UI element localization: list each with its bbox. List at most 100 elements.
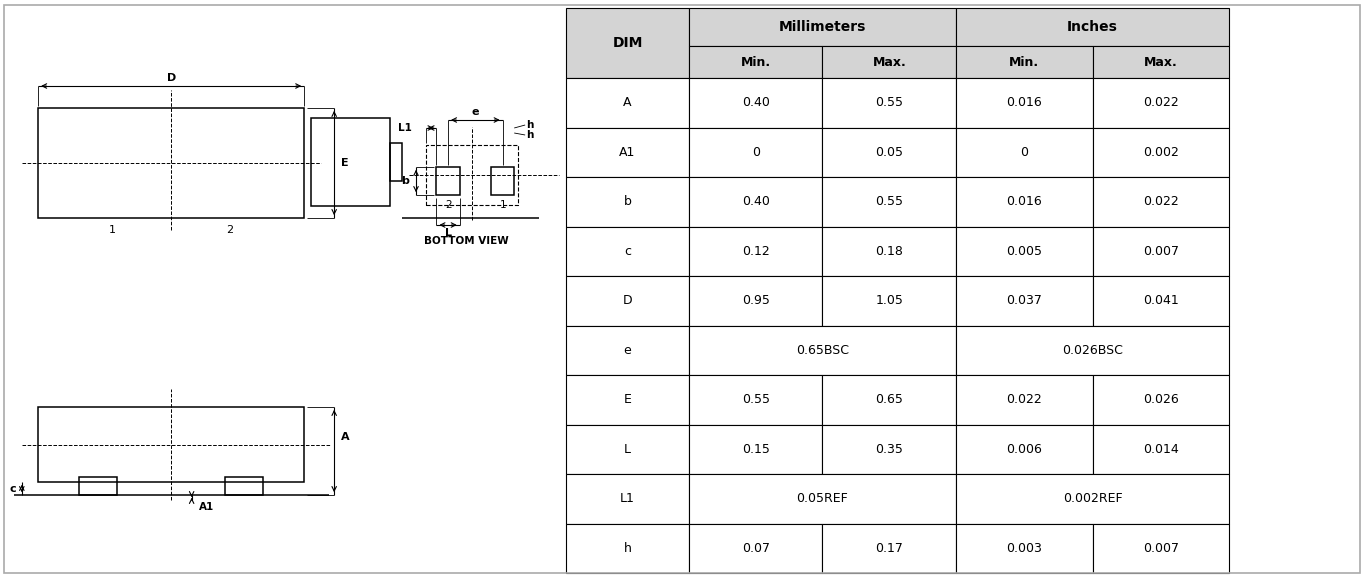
Text: 0.12: 0.12 xyxy=(742,244,769,258)
Text: 0.022: 0.022 xyxy=(1143,97,1178,109)
Bar xyxy=(1093,276,1229,325)
Bar xyxy=(689,177,822,227)
Bar xyxy=(566,325,689,375)
Text: 0.014: 0.014 xyxy=(1143,443,1178,455)
Bar xyxy=(566,524,689,573)
Text: L: L xyxy=(445,228,451,238)
Bar xyxy=(822,375,956,424)
Bar xyxy=(956,78,1093,128)
Text: c: c xyxy=(623,244,632,258)
Bar xyxy=(1093,424,1229,474)
Text: b: b xyxy=(623,195,632,208)
Text: A: A xyxy=(341,432,349,442)
Text: e: e xyxy=(472,107,479,117)
Text: E: E xyxy=(341,158,349,168)
Bar xyxy=(822,78,956,128)
Text: E: E xyxy=(623,393,632,406)
Bar xyxy=(689,227,822,276)
Text: 0.007: 0.007 xyxy=(1143,244,1178,258)
Text: h: h xyxy=(527,120,533,130)
Bar xyxy=(1093,46,1229,78)
Bar xyxy=(689,276,822,325)
Text: 1.05: 1.05 xyxy=(876,294,903,307)
Bar xyxy=(689,325,956,375)
Text: e: e xyxy=(623,344,632,357)
Bar xyxy=(956,474,1229,524)
Bar xyxy=(491,167,514,195)
Text: b: b xyxy=(401,176,409,186)
Text: 0: 0 xyxy=(752,146,760,159)
Text: 0.026BSC: 0.026BSC xyxy=(1063,344,1123,357)
Bar xyxy=(566,227,689,276)
Bar xyxy=(689,78,822,128)
Bar xyxy=(822,227,956,276)
Text: Max.: Max. xyxy=(873,55,906,69)
Text: 0.022: 0.022 xyxy=(1143,195,1178,208)
Text: L1: L1 xyxy=(621,492,634,505)
Bar xyxy=(956,276,1093,325)
Bar xyxy=(822,46,956,78)
Bar xyxy=(822,424,956,474)
Text: 0.005: 0.005 xyxy=(1007,244,1042,258)
Bar xyxy=(822,524,956,573)
Bar xyxy=(1093,375,1229,424)
Bar xyxy=(689,524,822,573)
Bar xyxy=(956,325,1229,375)
Bar xyxy=(225,477,263,495)
Bar xyxy=(822,177,956,227)
Text: 0.40: 0.40 xyxy=(742,195,769,208)
Bar xyxy=(566,128,689,177)
Bar xyxy=(1093,227,1229,276)
Text: L1: L1 xyxy=(398,123,412,133)
Bar xyxy=(38,108,304,218)
Text: D: D xyxy=(622,294,633,307)
Bar xyxy=(79,477,117,495)
Text: Max.: Max. xyxy=(1144,55,1177,69)
Text: 0.003: 0.003 xyxy=(1007,542,1042,555)
Text: 0.05: 0.05 xyxy=(876,146,903,159)
Text: 0.002REF: 0.002REF xyxy=(1063,492,1123,505)
Text: D: D xyxy=(166,73,176,83)
Bar xyxy=(956,128,1093,177)
Bar xyxy=(689,8,956,46)
Bar xyxy=(689,424,822,474)
Text: BOTTOM VIEW: BOTTOM VIEW xyxy=(424,236,509,246)
Text: 0.05REF: 0.05REF xyxy=(797,492,848,505)
Text: Inches: Inches xyxy=(1067,20,1118,34)
Text: A1: A1 xyxy=(199,502,214,512)
Bar xyxy=(566,276,689,325)
Bar xyxy=(566,177,689,227)
Text: 0.026: 0.026 xyxy=(1143,393,1178,406)
Bar xyxy=(956,227,1093,276)
Bar xyxy=(38,407,304,482)
Text: 0.002: 0.002 xyxy=(1143,146,1178,159)
Bar xyxy=(956,177,1093,227)
Text: h: h xyxy=(527,130,533,140)
Text: 0.007: 0.007 xyxy=(1143,542,1178,555)
Bar xyxy=(566,424,689,474)
Text: Millimeters: Millimeters xyxy=(779,20,866,34)
Text: Min.: Min. xyxy=(1009,55,1039,69)
Text: 0.037: 0.037 xyxy=(1007,294,1042,307)
Bar xyxy=(956,8,1229,46)
Text: 0.65BSC: 0.65BSC xyxy=(797,344,848,357)
Text: 0.15: 0.15 xyxy=(742,443,769,455)
Bar xyxy=(311,118,390,206)
Text: 0.95: 0.95 xyxy=(742,294,769,307)
Text: 1: 1 xyxy=(109,225,116,235)
Text: 0: 0 xyxy=(1020,146,1028,159)
Bar xyxy=(1093,524,1229,573)
Text: 0.17: 0.17 xyxy=(876,542,903,555)
Bar xyxy=(566,474,689,524)
Bar xyxy=(436,167,460,195)
Text: 0.016: 0.016 xyxy=(1007,97,1042,109)
Bar xyxy=(689,46,822,78)
Bar xyxy=(689,128,822,177)
Text: 0.022: 0.022 xyxy=(1007,393,1042,406)
Text: L: L xyxy=(623,443,632,455)
Bar xyxy=(822,276,956,325)
Bar xyxy=(689,474,956,524)
Text: 0.041: 0.041 xyxy=(1143,294,1178,307)
Bar xyxy=(1093,128,1229,177)
Text: 2: 2 xyxy=(226,225,233,235)
